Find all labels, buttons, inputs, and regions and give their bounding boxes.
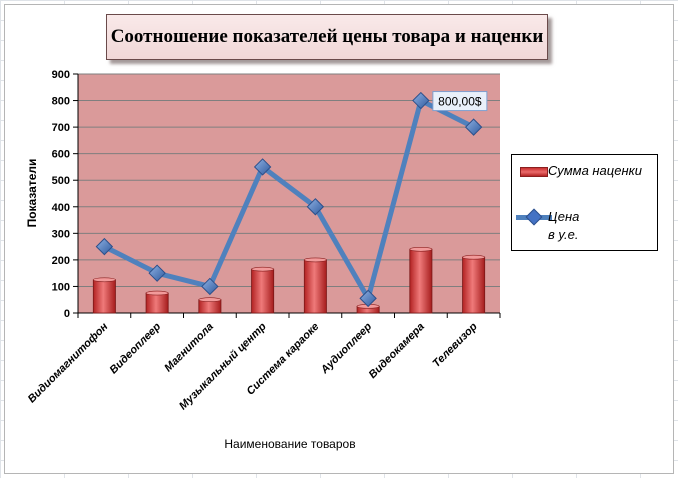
x-tick-label-2: Магнитола bbox=[162, 321, 216, 375]
data-annotation: 800,00$ bbox=[432, 91, 488, 112]
annotation-text: 800,00$ bbox=[438, 95, 482, 109]
bar-cap-4 bbox=[303, 257, 327, 263]
bar-cap-3 bbox=[251, 266, 275, 272]
legend-label-markup: Сумма наценки bbox=[548, 163, 642, 178]
y-axis-label: Показатели bbox=[25, 159, 39, 228]
bar-cap-7 bbox=[462, 254, 486, 260]
bar-1 bbox=[145, 292, 169, 314]
legend-label-price-line2: в у.е. bbox=[548, 227, 579, 242]
bar-cap-1 bbox=[145, 290, 169, 296]
chart-title-text: Соотношение показателей цены товара и на… bbox=[110, 26, 544, 47]
legend-swatch-diamond bbox=[525, 208, 543, 226]
price-point-3 bbox=[253, 158, 272, 176]
x-axis-label: Наименование товаров bbox=[224, 437, 355, 451]
y-tick-label-0: 0 bbox=[64, 308, 70, 320]
bar-3 bbox=[251, 268, 275, 314]
price-point-4 bbox=[306, 198, 325, 216]
y-tick-label-700: 700 bbox=[52, 122, 70, 134]
x-tick-label-5: Аудиоплеер bbox=[318, 320, 374, 376]
y-tick-labels: 0 100 200 300 400 500 600 700 800 900 bbox=[52, 69, 70, 320]
legend-label-price-line1: Цена bbox=[548, 209, 580, 224]
price-point-5 bbox=[359, 289, 377, 308]
y-tick-label-600: 600 bbox=[52, 149, 70, 161]
y-tick-label-200: 200 bbox=[52, 255, 70, 267]
bar-series bbox=[92, 246, 486, 314]
price-point-2 bbox=[201, 277, 219, 296]
price-point-1 bbox=[148, 264, 166, 282]
x-tick-label-6: Видеокамера bbox=[367, 321, 427, 381]
y-tick-label-900: 900 bbox=[52, 69, 70, 81]
price-line bbox=[101, 98, 477, 301]
legend[interactable]: Сумма наценки Цена в у.е. bbox=[511, 154, 658, 251]
chart-title[interactable]: Соотношение показателей цены товара и на… bbox=[106, 14, 548, 60]
x-tick-label-1: Видеоплеер bbox=[108, 320, 164, 376]
y-tick-label-300: 300 bbox=[52, 228, 70, 240]
price-point-0 bbox=[95, 237, 114, 256]
line-series bbox=[95, 91, 483, 308]
bar-7 bbox=[462, 256, 486, 314]
bar-4 bbox=[303, 259, 327, 314]
x-tick-label-0: Видиомагнитофон bbox=[26, 320, 111, 405]
x-tick-label-3: Музыкальный центр bbox=[177, 320, 269, 412]
price-point-6 bbox=[412, 91, 430, 110]
y-tick-label-500: 500 bbox=[52, 175, 70, 187]
bar-cap-6 bbox=[409, 246, 433, 252]
y-tick-label-800: 800 bbox=[52, 96, 70, 108]
bar-6 bbox=[409, 248, 433, 314]
x-tick-label-7: Телевизор bbox=[431, 320, 480, 369]
price-point-7 bbox=[464, 118, 483, 136]
legend-swatch-bar bbox=[520, 167, 548, 177]
y-tick-label-400: 400 bbox=[52, 202, 70, 214]
bar-0 bbox=[92, 279, 116, 314]
bar-cap-2 bbox=[198, 297, 222, 303]
y-tick-label-100: 100 bbox=[52, 281, 70, 293]
bar-cap-0 bbox=[92, 277, 116, 283]
annotation-box bbox=[432, 91, 488, 112]
